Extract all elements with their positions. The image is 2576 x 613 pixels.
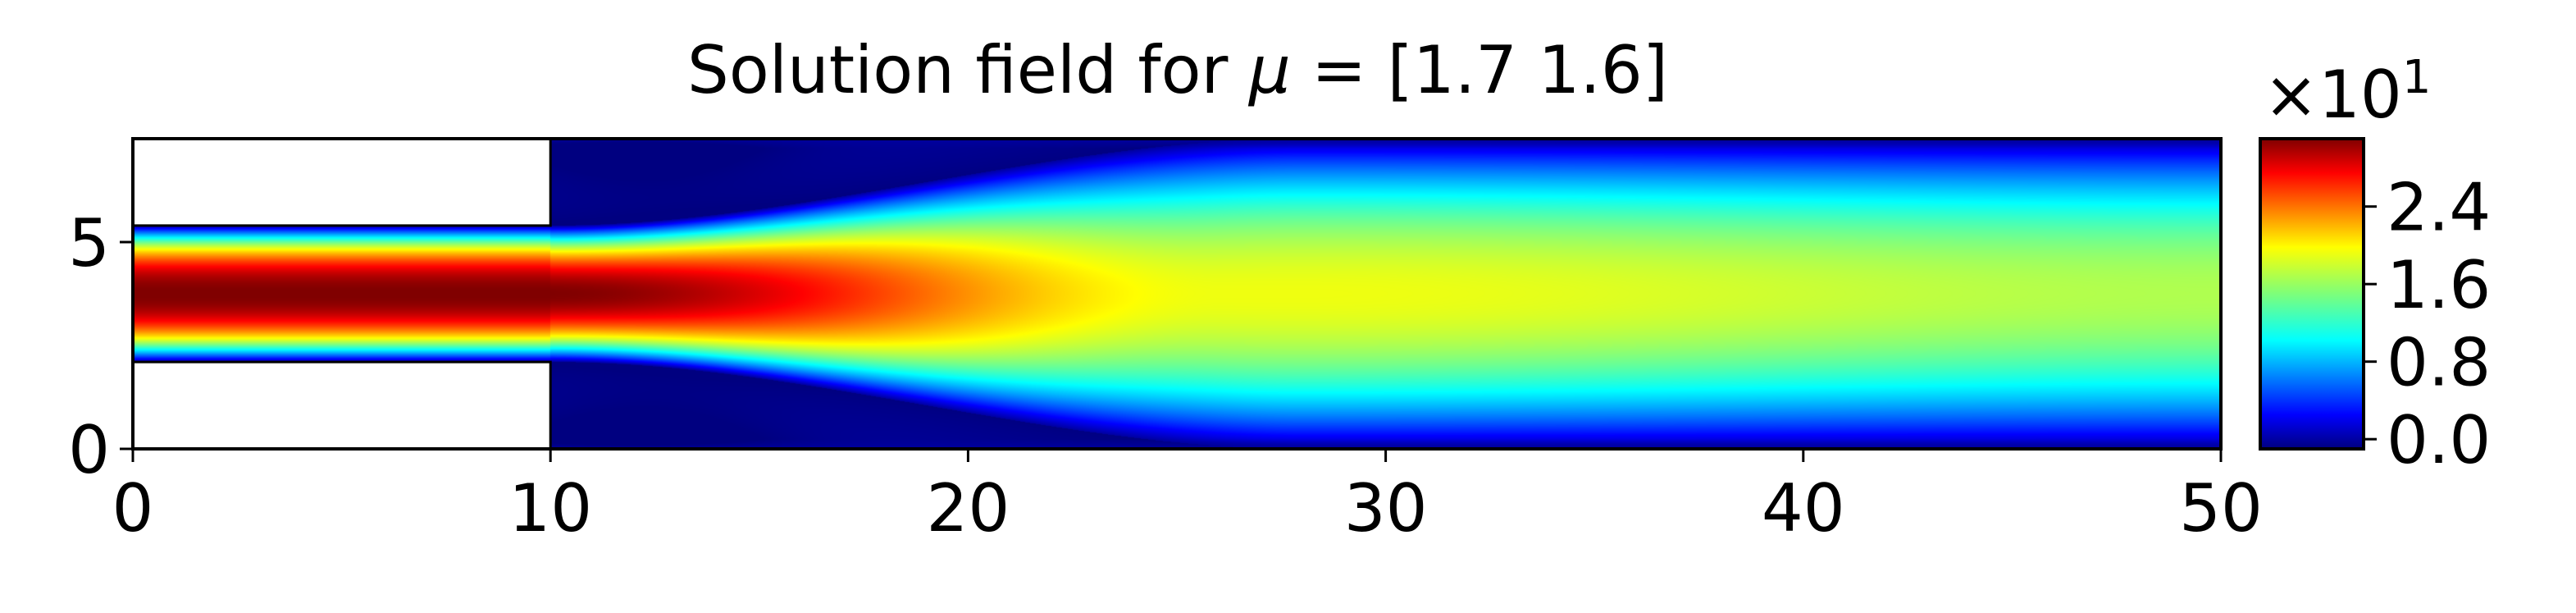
y-tick-label: 0 xyxy=(68,412,110,488)
chart-title: Solution field for μ = [1.7 1.6] xyxy=(687,32,1668,108)
colorbar-tick-label: 2.4 xyxy=(2387,170,2491,246)
x-tick-label: 40 xyxy=(1762,470,1845,547)
colorbar-axis: 0.00.81.62.4 xyxy=(2364,170,2491,478)
colorbar-tick-label: 1.6 xyxy=(2387,247,2491,323)
colorbar-scale-label: ×101 xyxy=(2264,51,2431,133)
colorbar-tick-label: 0.0 xyxy=(2387,402,2491,478)
x-tick-label: 0 xyxy=(112,470,154,547)
y-tick-label: 5 xyxy=(68,205,110,281)
heatmap-plot-area xyxy=(133,139,2221,449)
plot-frame xyxy=(131,137,2223,451)
colorbar-tick-label: 0.8 xyxy=(2387,325,2491,401)
x-tick-label: 30 xyxy=(1344,470,1428,547)
x-tick-label: 10 xyxy=(508,470,592,547)
x-axis: 0 10 20 30 40 50 xyxy=(112,449,2263,547)
x-tick-label: 50 xyxy=(2179,470,2263,547)
inlet-channel-boundary xyxy=(133,139,552,449)
x-tick-label: 20 xyxy=(927,470,1010,547)
colorbar xyxy=(2259,137,2365,451)
y-axis: 05 xyxy=(68,205,133,488)
solution-field-heatmap xyxy=(133,139,2221,449)
